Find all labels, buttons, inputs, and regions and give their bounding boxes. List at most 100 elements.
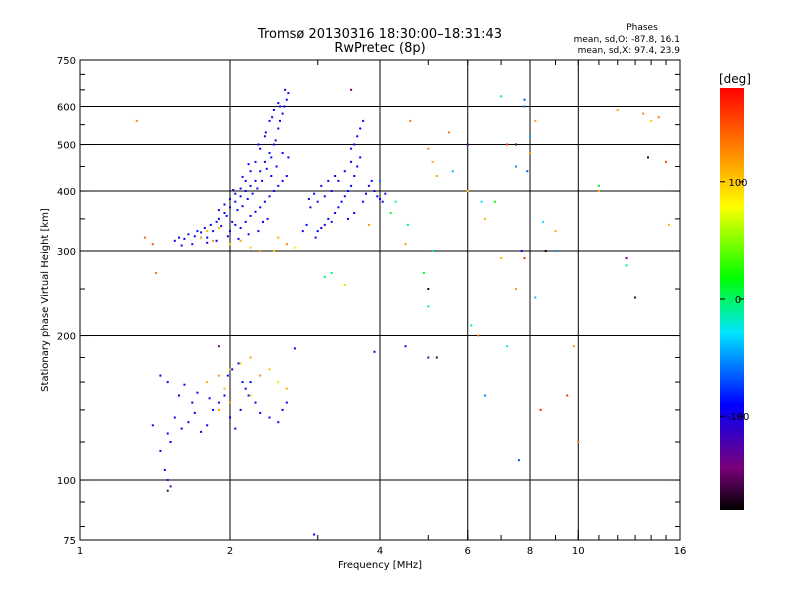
data-point [226,235,229,238]
data-point [367,184,370,187]
data-point [285,387,288,390]
data-point [409,119,412,122]
data-point [173,416,176,419]
data-point [193,235,196,238]
chart-subtitle: RwPretec (8p) [334,41,425,56]
data-point [217,374,220,377]
data-point [217,345,220,348]
data-point [259,147,262,150]
data-point [206,236,209,239]
data-point [281,408,284,411]
data-point [231,368,234,371]
data-point [166,489,169,492]
data-point [239,187,242,190]
data-point [323,275,326,278]
data-point [284,88,287,91]
data-point [347,217,349,220]
data-point [223,203,226,206]
data-point [293,246,296,249]
data-point [217,227,220,229]
data-point [287,156,290,159]
data-point [257,230,260,233]
data-point [362,119,365,122]
data-point [327,179,330,182]
data-point [187,421,190,424]
data-point [466,143,469,146]
data-point [597,190,600,192]
y-axis-label: Stationary phase Virtual Height [km] [40,208,51,392]
data-point [244,190,247,192]
data-point [229,243,231,246]
data-point [196,391,199,394]
data-point [281,179,284,182]
data-point [154,272,157,274]
x-tick-label: 4 [377,546,383,557]
data-point [634,296,637,299]
data-point [259,170,262,173]
data-point [275,165,278,168]
data-point [389,212,392,214]
data-point [279,105,281,108]
data-point [249,170,252,173]
legend-line-x: mean, sd,X: 97.4, 23.9 [578,46,681,56]
data-point [268,368,271,371]
data-point [520,250,523,252]
data-point [435,356,438,359]
data-point [249,214,252,217]
y-tick-label: 400 [57,187,76,198]
data-point [209,223,212,226]
data-point [534,296,537,299]
data-point [263,160,266,163]
data-point [597,184,600,187]
data-point [223,212,226,214]
y-axis: 75 100 200 300 400 500 600 750 [57,56,680,547]
data-point [337,179,340,182]
data-point [226,374,229,377]
data-point [254,179,257,182]
colorbar-tick-label: 0 [735,295,741,306]
data-point [268,195,271,198]
data-point [178,394,180,397]
data-point [272,250,275,252]
data-point [616,109,619,111]
data-point [239,227,242,229]
data-point [431,160,434,163]
data-point [263,135,266,138]
data-point [225,214,228,217]
data-point [350,184,353,187]
data-point [215,220,218,223]
data-point [484,217,487,220]
data-point [249,246,252,249]
data-point [217,217,220,220]
data-point [166,432,169,435]
data-point [542,220,545,223]
colorbar-ticks: 100 0 -100 [720,178,749,423]
data-point [309,206,312,209]
data-point [212,230,215,233]
data-point [373,190,376,192]
data-point [320,227,323,229]
data-point [554,230,557,233]
data-point [254,160,257,163]
data-point [625,257,628,260]
data-point [667,223,670,226]
data-point [534,119,537,122]
x-axis: 1 2 4 6 8 10 16 [77,60,686,557]
data-point [159,374,162,377]
data-point [301,230,304,233]
colorbar-label: [deg] [719,72,751,86]
data-point [206,230,209,233]
data-point [406,223,409,226]
chart-title: Tromsø 20130316 18:30:00–18:31:43 [257,27,502,42]
data-point [285,98,288,101]
data-point [271,116,274,119]
data-point [241,205,244,208]
data-point [262,220,264,223]
data-point [249,381,252,384]
data-point [451,170,454,173]
data-point [517,459,520,462]
data-point [435,175,438,177]
data-point [277,421,280,424]
data-point [166,381,169,384]
